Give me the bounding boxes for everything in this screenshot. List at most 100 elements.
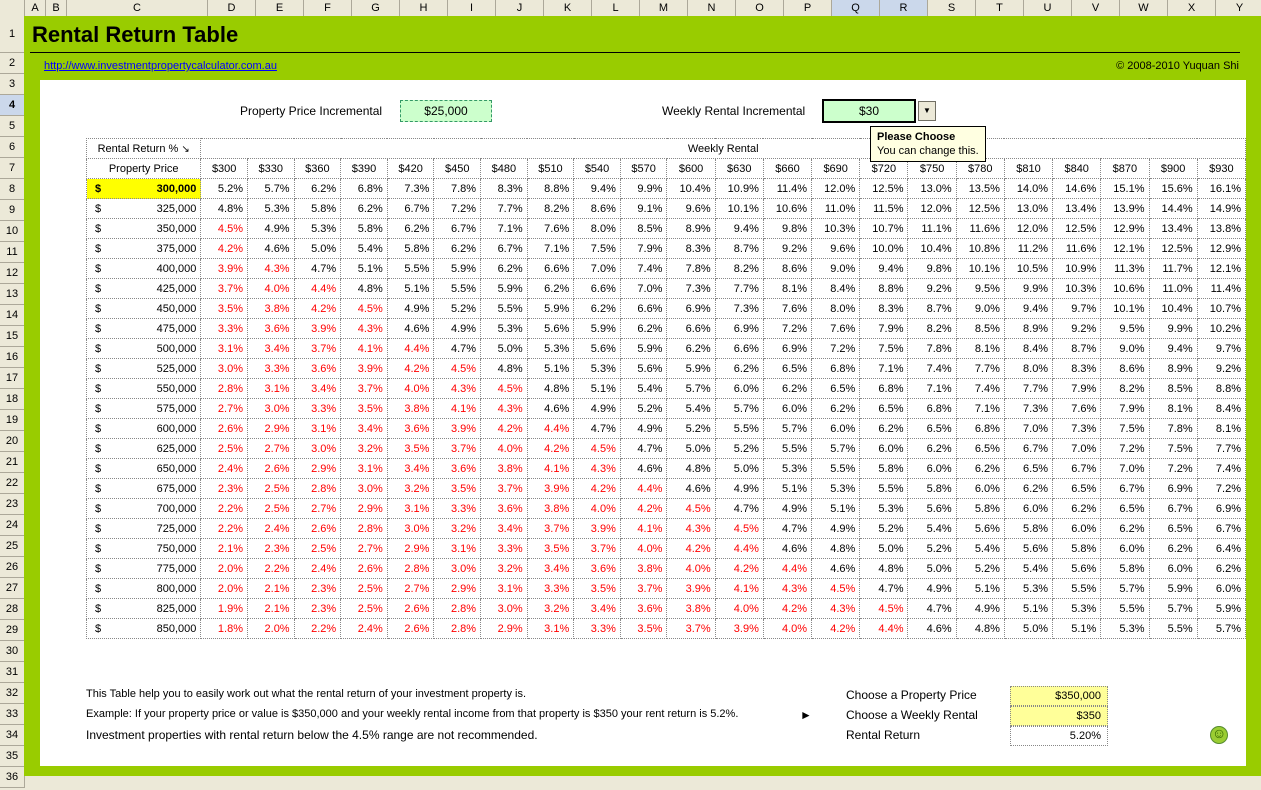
return-cell: 6.9% [715,319,763,339]
row-header-33[interactable]: 33 [0,704,25,725]
column-header-Y[interactable]: Y [1216,0,1261,17]
choose-price-input[interactable]: $350,000 [1010,686,1108,706]
row-header-4[interactable]: 4 [0,95,25,116]
return-cell: 5.9% [574,319,621,339]
rent-increment-dropdown-button[interactable] [918,101,936,121]
row-header-6[interactable]: 6 [0,137,25,158]
return-cell: 7.9% [1101,399,1149,419]
column-header-B[interactable]: B [46,0,67,17]
return-cell: 5.7% [812,439,860,459]
column-header-A[interactable]: A [25,0,46,17]
row-header-3[interactable]: 3 [0,74,25,95]
return-cell: 8.7% [908,299,956,319]
return-cell: 5.0% [715,459,763,479]
row-header-34[interactable]: 34 [0,725,25,746]
row-header-20[interactable]: 20 [0,431,25,452]
column-header-E[interactable]: E [256,0,304,17]
row-header-31[interactable]: 31 [0,662,25,683]
row-header-16[interactable]: 16 [0,347,25,368]
return-cell: 4.5% [812,579,860,599]
row-header-8[interactable]: 8 [0,179,25,200]
column-header-O[interactable]: O [736,0,784,17]
column-header-R[interactable]: R [880,0,928,17]
column-header-Q[interactable]: Q [832,0,880,17]
return-cell: 2.4% [247,519,294,539]
row-header-32[interactable]: 32 [0,683,25,704]
column-header-I[interactable]: I [448,0,496,17]
return-cell: 6.9% [667,299,715,319]
return-cell: 3.5% [620,619,667,639]
row-header-10[interactable]: 10 [0,221,25,242]
return-cell: 4.2% [201,239,248,259]
return-cell: 3.4% [574,599,621,619]
row-header-22[interactable]: 22 [0,473,25,494]
column-header-H[interactable]: H [400,0,448,17]
return-cell: 5.1% [1053,619,1101,639]
return-cell: 4.4% [620,479,667,499]
price-cell: $500,000 [87,339,201,359]
return-cell: 3.7% [527,519,574,539]
row-header-12[interactable]: 12 [0,263,25,284]
row-header-11[interactable]: 11 [0,242,25,263]
source-link[interactable]: http://www.investmentpropertycalculator.… [44,60,277,72]
return-cell: 6.7% [1101,479,1149,499]
row-header-30[interactable]: 30 [0,641,25,662]
column-header-C[interactable]: C [67,0,208,17]
corner-cell[interactable] [0,0,25,17]
row-header-15[interactable]: 15 [0,326,25,347]
row-header-9[interactable]: 9 [0,200,25,221]
row-header-25[interactable]: 25 [0,536,25,557]
column-header-D[interactable]: D [208,0,256,17]
column-header-P[interactable]: P [784,0,832,17]
row-header-5[interactable]: 5 [0,116,25,137]
row-header-14[interactable]: 14 [0,305,25,326]
return-cell: 8.9% [1149,359,1197,379]
column-header-V[interactable]: V [1072,0,1120,17]
rent-increment-input[interactable]: $30 [822,99,916,123]
row-header-28[interactable]: 28 [0,599,25,620]
row-header-18[interactable]: 18 [0,389,25,410]
row-header-2[interactable]: 2 [0,53,25,74]
column-header-M[interactable]: M [640,0,688,17]
row-header-26[interactable]: 26 [0,557,25,578]
column-header-S[interactable]: S [928,0,976,17]
row-header-35[interactable]: 35 [0,746,25,767]
return-cell: 12.5% [1053,219,1101,239]
return-cell: 4.9% [620,419,667,439]
column-header-N[interactable]: N [688,0,736,17]
return-cell: 12.1% [1101,239,1149,259]
column-header-U[interactable]: U [1024,0,1072,17]
column-header-L[interactable]: L [592,0,640,17]
row-header-17[interactable]: 17 [0,368,25,389]
column-header-F[interactable]: F [304,0,352,17]
return-cell: 6.2% [1101,519,1149,539]
return-cell: 5.5% [481,299,528,319]
return-cell: 9.2% [908,279,956,299]
return-cell: 6.6% [667,319,715,339]
column-header-T[interactable]: T [976,0,1024,17]
row-header-24[interactable]: 24 [0,515,25,536]
row-header-7[interactable]: 7 [0,158,25,179]
row-header-29[interactable]: 29 [0,620,25,641]
return-cell: 4.9% [715,479,763,499]
return-cell: 7.3% [715,299,763,319]
row-header-21[interactable]: 21 [0,452,25,473]
row-header-1[interactable]: 1 [0,16,25,53]
column-header-G[interactable]: G [352,0,400,17]
column-header-J[interactable]: J [496,0,544,17]
rent-column-header: $390 [341,159,388,179]
column-header-X[interactable]: X [1168,0,1216,17]
row-header-23[interactable]: 23 [0,494,25,515]
tooltip: Please Choose You can change this. [870,126,986,162]
row-header-19[interactable]: 19 [0,410,25,431]
row-header-13[interactable]: 13 [0,284,25,305]
column-header-W[interactable]: W [1120,0,1168,17]
row-header-27[interactable]: 27 [0,578,25,599]
choose-rent-input[interactable]: $350 [1010,706,1108,726]
return-cell: 6.2% [527,279,574,299]
row-header-36[interactable]: 36 [0,767,25,788]
column-header-K[interactable]: K [544,0,592,17]
return-cell: 4.2% [715,559,763,579]
price-increment-input[interactable]: $25,000 [400,100,492,122]
return-cell: 7.5% [1149,439,1197,459]
